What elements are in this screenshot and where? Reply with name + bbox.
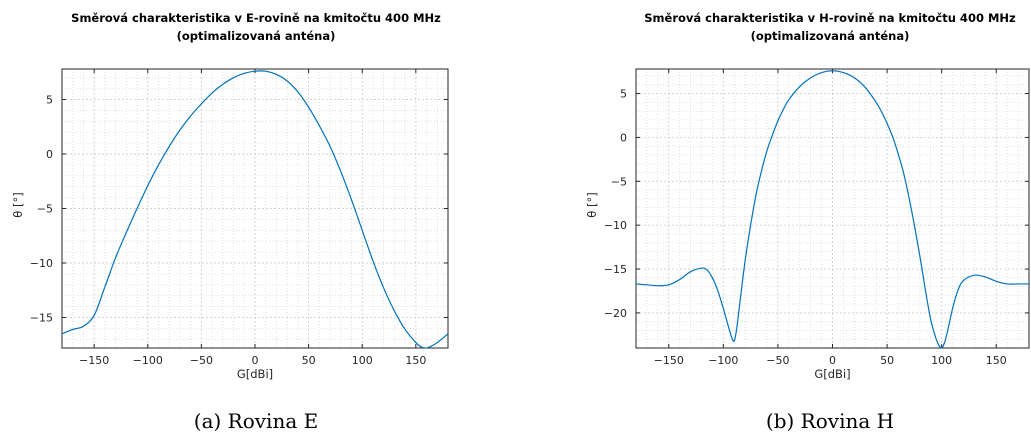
x-tick-label: 100 <box>352 354 373 367</box>
figure-caption: (b) Rovina H <box>766 409 894 433</box>
y-axis-label: θ [°] <box>585 192 599 217</box>
y-tick-label: −15 <box>604 263 627 276</box>
chart-title: Směrová charakteristika v H-rovině na km… <box>644 11 1016 25</box>
x-tick-label: −50 <box>190 354 213 367</box>
x-tick-label: 150 <box>986 354 1007 367</box>
y-axis-label: θ [°] <box>11 192 25 217</box>
y-tick-label: 5 <box>46 94 53 107</box>
y-tick-label: −5 <box>611 175 627 188</box>
chart-subtitle: (optimalizovaná anténa) <box>177 29 336 43</box>
series-line <box>62 70 448 348</box>
minor-grid <box>635 69 1030 349</box>
x-tick-label: 50 <box>302 354 316 367</box>
x-tick-label: 150 <box>405 354 426 367</box>
y-tick-label: 5 <box>620 88 627 101</box>
y-tick-label: 0 <box>620 131 627 144</box>
x-axis-label: G[dBi] <box>814 367 850 381</box>
x-tick-label: 0 <box>252 354 259 367</box>
y-tick-label: −5 <box>37 203 53 216</box>
x-tick-label: −100 <box>133 354 163 367</box>
y-tick-label: −20 <box>604 307 627 320</box>
chart-e-plane: Směrová charakteristika v E-rovině na km… <box>11 11 449 433</box>
x-tick-label: 0 <box>829 354 836 367</box>
chart-title: Směrová charakteristika v E-rovině na km… <box>71 11 441 25</box>
y-tick-label: 0 <box>46 148 53 161</box>
y-tick-label: −10 <box>30 257 53 270</box>
chart-h-plane: Směrová charakteristika v H-rovině na km… <box>585 11 1030 433</box>
x-tick-label: −50 <box>766 354 789 367</box>
x-axis-label: G[dBi] <box>237 367 273 381</box>
y-tick-label: −10 <box>604 219 627 232</box>
x-tick-label: −150 <box>79 354 109 367</box>
x-tick-label: −100 <box>708 354 738 367</box>
y-tick-label: −15 <box>30 311 53 324</box>
series-line <box>636 70 1029 348</box>
major-grid <box>62 69 448 348</box>
chart-subtitle: (optimalizovaná anténa) <box>751 29 910 43</box>
x-tick-label: −150 <box>654 354 684 367</box>
x-tick-label: 50 <box>880 354 894 367</box>
major-grid <box>636 69 1029 348</box>
x-tick-label: 100 <box>931 354 952 367</box>
figure-caption: (a) Rovina E <box>194 409 318 433</box>
